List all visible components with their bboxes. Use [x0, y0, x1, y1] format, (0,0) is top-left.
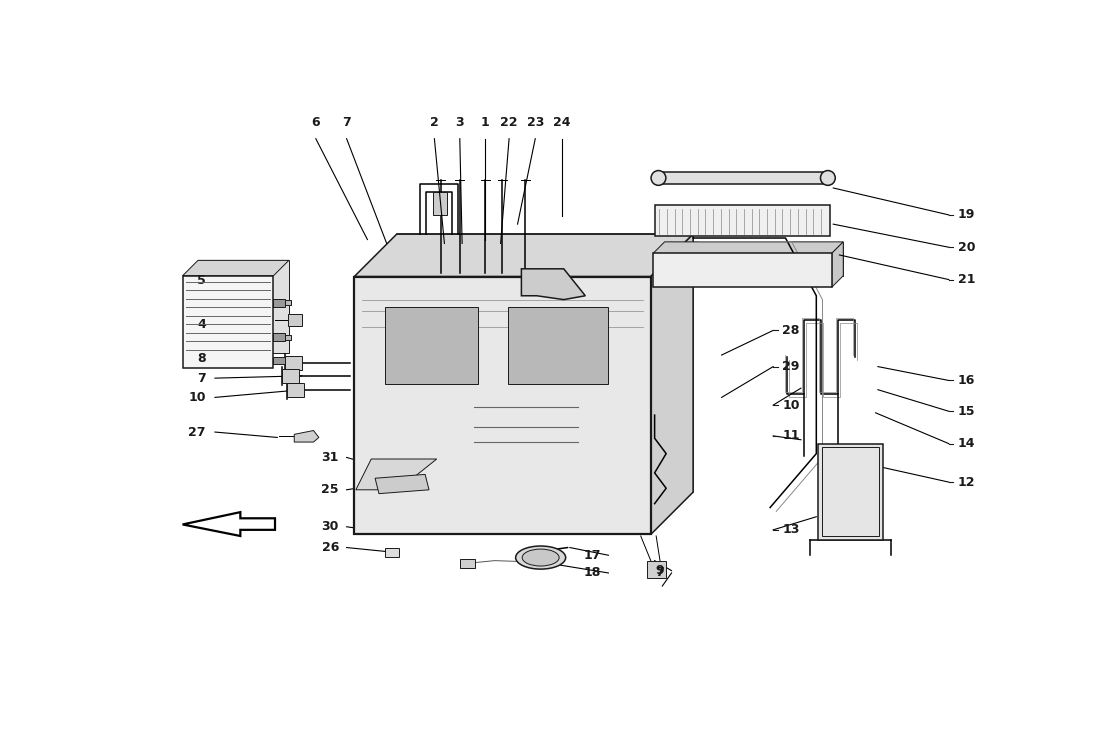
Text: 4: 4: [197, 318, 206, 331]
Text: 20: 20: [958, 241, 976, 254]
Text: 1: 1: [481, 116, 490, 130]
Bar: [460, 559, 475, 568]
Bar: [285, 335, 292, 340]
Bar: [647, 561, 667, 577]
Text: 10: 10: [782, 399, 800, 411]
Text: 7: 7: [342, 116, 351, 130]
Text: 27: 27: [188, 425, 206, 439]
Polygon shape: [375, 475, 429, 494]
Text: 2: 2: [430, 116, 439, 130]
Bar: [285, 356, 301, 370]
Text: 23: 23: [527, 116, 543, 130]
Bar: [385, 548, 399, 557]
Polygon shape: [295, 431, 319, 442]
Polygon shape: [651, 234, 693, 534]
Polygon shape: [354, 276, 651, 534]
Bar: [818, 443, 883, 540]
Bar: [385, 307, 477, 384]
Text: 17: 17: [583, 549, 601, 562]
Text: 10: 10: [188, 391, 206, 404]
Text: 11: 11: [782, 429, 800, 443]
Polygon shape: [183, 276, 274, 368]
Text: 29: 29: [782, 360, 800, 373]
Text: 3: 3: [455, 116, 464, 130]
Text: 18: 18: [583, 566, 601, 580]
Polygon shape: [356, 459, 437, 489]
Text: 16: 16: [958, 374, 976, 387]
Polygon shape: [653, 242, 844, 253]
Text: 13: 13: [782, 523, 800, 536]
Bar: [274, 334, 285, 341]
Text: 9: 9: [656, 564, 664, 577]
Bar: [433, 191, 447, 215]
Polygon shape: [653, 253, 832, 288]
Bar: [659, 172, 828, 184]
Bar: [274, 357, 285, 364]
Ellipse shape: [522, 549, 559, 566]
Text: 7: 7: [656, 566, 664, 580]
Bar: [282, 369, 299, 383]
Text: 21: 21: [958, 273, 976, 286]
Bar: [822, 448, 880, 536]
Bar: [508, 307, 608, 384]
Bar: [287, 383, 305, 396]
Bar: [654, 205, 830, 235]
Text: 8: 8: [197, 352, 206, 365]
Bar: [274, 299, 285, 306]
Text: 25: 25: [321, 484, 339, 496]
Polygon shape: [521, 269, 585, 299]
Text: 14: 14: [958, 437, 976, 450]
Polygon shape: [664, 242, 844, 276]
Bar: [285, 300, 292, 305]
Text: 30: 30: [321, 520, 339, 533]
Bar: [285, 358, 292, 363]
Text: 19: 19: [958, 209, 976, 221]
Polygon shape: [397, 234, 693, 492]
Polygon shape: [354, 234, 693, 276]
Text: 5: 5: [197, 274, 206, 287]
Text: 31: 31: [321, 451, 339, 464]
Polygon shape: [183, 260, 289, 276]
Text: 28: 28: [782, 324, 800, 337]
Bar: [378, 527, 390, 533]
Polygon shape: [183, 512, 275, 536]
Text: 6: 6: [311, 116, 320, 130]
Polygon shape: [832, 242, 844, 288]
Text: 24: 24: [553, 116, 571, 130]
Polygon shape: [198, 260, 289, 352]
Ellipse shape: [651, 171, 666, 186]
Text: 22: 22: [500, 116, 518, 130]
Text: 26: 26: [321, 541, 339, 554]
Bar: [288, 314, 301, 326]
Text: 7: 7: [197, 372, 206, 384]
Ellipse shape: [821, 171, 835, 186]
Text: 15: 15: [958, 405, 976, 418]
Text: 12: 12: [958, 475, 976, 489]
Ellipse shape: [516, 546, 565, 569]
